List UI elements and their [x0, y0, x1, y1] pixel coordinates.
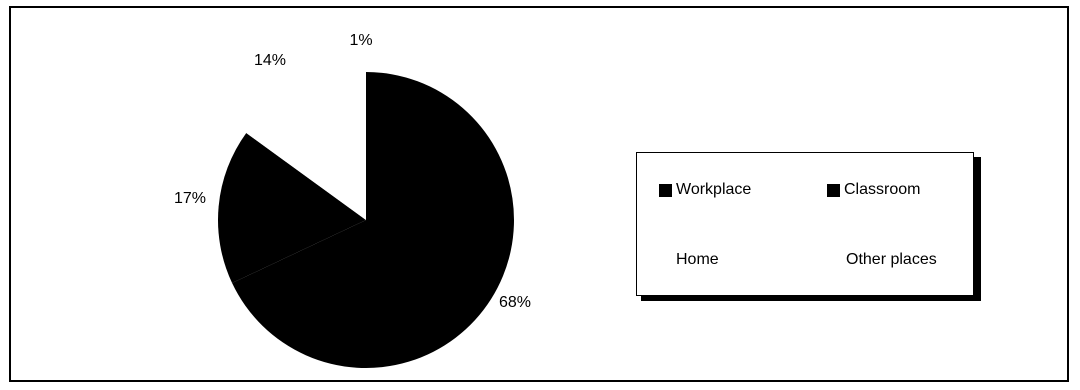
legend-label-home: Home [676, 251, 719, 268]
pie-labels: 68% 17% 14% 1% [174, 32, 531, 311]
legend-item-other-places: Other places [846, 251, 937, 269]
legend-item-classroom: Classroom [827, 181, 920, 199]
legend-item-workplace: Workplace [659, 181, 751, 199]
pie-slices [218, 72, 515, 369]
pie-slice-home [246, 72, 366, 220]
pie-slice-classroom [218, 133, 366, 284]
pie-label-workplace: 68% [499, 294, 531, 311]
legend-swatch-classroom [827, 183, 840, 197]
pie-slice-workplace [232, 72, 515, 369]
pie-label-other-places: 1% [349, 32, 372, 49]
legend: Workplace Classroom Home Other places [636, 152, 974, 296]
legend-label-workplace: Workplace [676, 181, 752, 198]
pie-slice-other-places [356, 72, 366, 220]
legend-label-other-places: Other places [846, 251, 937, 268]
pie-label-home: 14% [254, 52, 286, 69]
legend-label-classroom: Classroom [844, 181, 921, 198]
legend-item-home: Home [676, 251, 719, 269]
legend-swatch-workplace [659, 183, 672, 197]
pie-label-classroom: 17% [174, 190, 206, 207]
